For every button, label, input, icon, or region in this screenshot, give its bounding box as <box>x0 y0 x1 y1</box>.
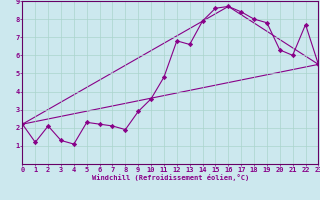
X-axis label: Windchill (Refroidissement éolien,°C): Windchill (Refroidissement éolien,°C) <box>92 174 249 181</box>
